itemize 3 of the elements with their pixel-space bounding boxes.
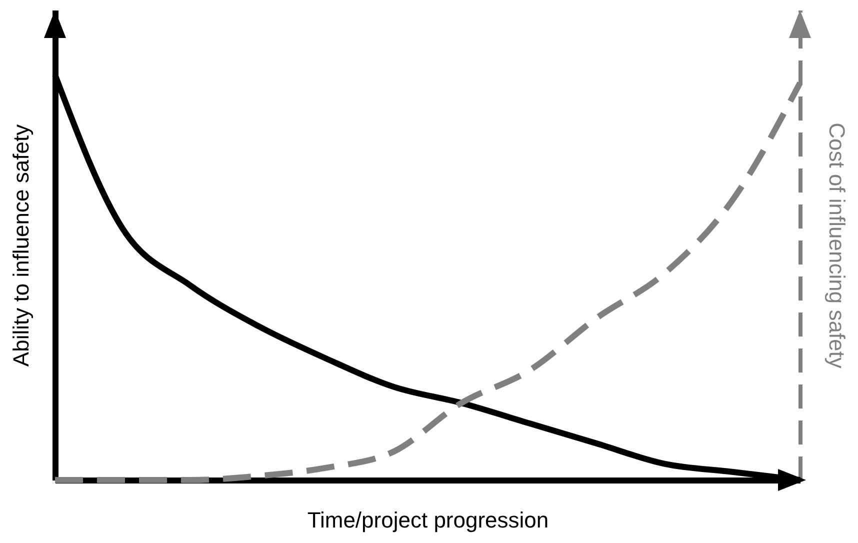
y2-axis-title: Cost of influencing safety	[824, 122, 850, 368]
y-axis-title: Ability to influence safety	[8, 124, 34, 367]
x-axis-title: Time/project progression	[307, 508, 549, 532]
